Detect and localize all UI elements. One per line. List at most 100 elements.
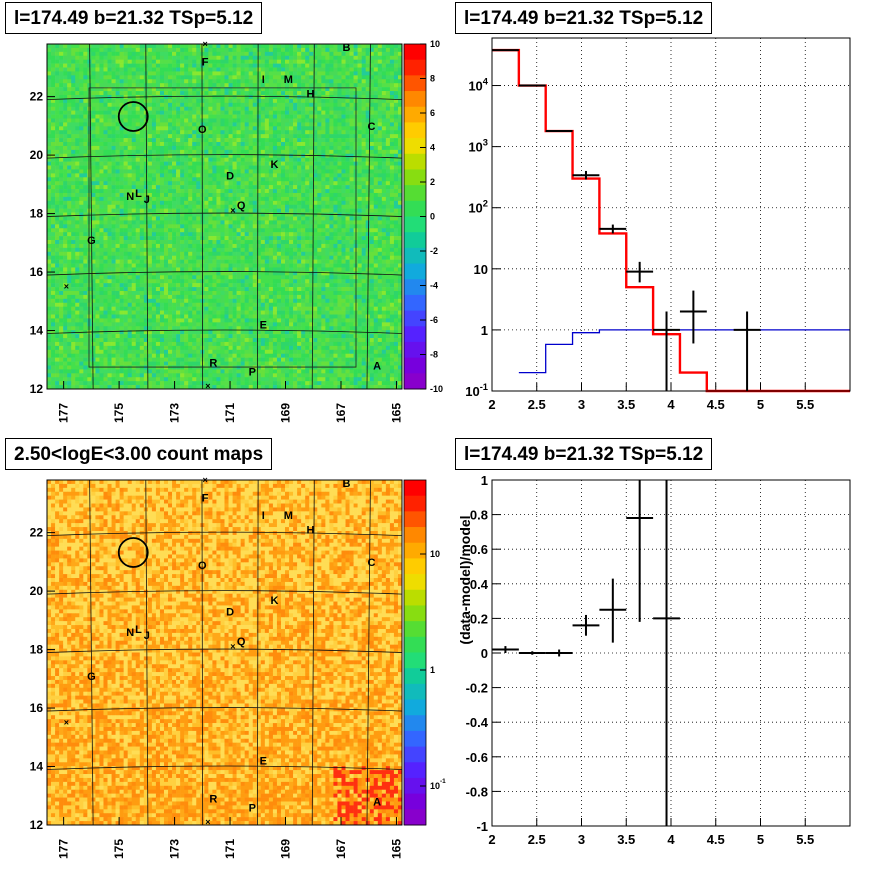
map-pixel [55, 255, 60, 260]
map-pixel [176, 232, 181, 237]
map-pixel [252, 232, 258, 237]
map-pixel [188, 63, 193, 68]
map-pixel [317, 134, 322, 139]
map-pixel [168, 145, 173, 151]
map-pixel [139, 181, 145, 186]
map-pixel [236, 47, 241, 53]
map-pixel [389, 212, 395, 217]
map-pixel [55, 157, 60, 162]
map-pixel [51, 181, 56, 186]
map-pixel [301, 173, 306, 178]
map-pixel [95, 177, 100, 182]
map-pixel [107, 102, 112, 108]
map-pixel [228, 63, 233, 68]
map-pixel [67, 149, 72, 155]
map-pixel [325, 63, 330, 68]
map-pixel [252, 59, 258, 64]
map-pixel [377, 63, 383, 68]
map-pixel [147, 259, 153, 264]
map-pixel [200, 51, 205, 57]
map-pixel [196, 189, 201, 194]
map-pixel [280, 102, 286, 108]
map-pixel [111, 243, 116, 249]
map-pixel [329, 224, 334, 229]
map-pixel [244, 196, 249, 202]
map-pixel [385, 67, 391, 72]
map-pixel [236, 259, 241, 264]
map-pixel [389, 204, 395, 209]
map-pixel [79, 83, 84, 88]
map-pixel [208, 122, 213, 127]
map-pixel [224, 263, 229, 268]
map-pixel [345, 232, 350, 237]
map-pixel [204, 153, 209, 158]
map-pixel [389, 169, 395, 174]
map-pixel [196, 130, 201, 135]
map-pixel [293, 51, 298, 57]
map-pixel [196, 263, 201, 268]
map-pixel [321, 98, 326, 104]
map-pixel [192, 263, 197, 268]
map-pixel [91, 177, 96, 182]
map-pixel [212, 102, 217, 108]
map-pixel [345, 196, 350, 202]
map-pixel [180, 263, 185, 268]
map-pixel [345, 114, 350, 119]
map-pixel [127, 228, 133, 233]
map-pixel [176, 189, 181, 194]
map-pixel [224, 138, 229, 143]
map-pixel [317, 122, 322, 127]
map-pixel [232, 102, 237, 108]
map-pixel [393, 87, 399, 92]
map-pixel [369, 240, 375, 245]
map-pixel [337, 122, 342, 127]
map-pixel [196, 114, 201, 119]
map-pixel [159, 145, 165, 151]
map-pixel [172, 83, 177, 88]
map-pixel [95, 189, 100, 194]
map-pixel [305, 251, 310, 256]
map-pixel [252, 259, 258, 264]
map-pixel [71, 138, 76, 143]
map-pixel [111, 106, 116, 111]
map-pixel [196, 71, 201, 76]
map-pixel [240, 157, 245, 162]
map-pixel [228, 145, 233, 151]
map-pixel [220, 157, 225, 162]
map-pixel [252, 122, 258, 127]
map-pixel [389, 110, 395, 115]
map-pixel [297, 243, 302, 249]
map-pixel [51, 259, 56, 264]
map-pixel [200, 44, 205, 49]
map-pixel [301, 247, 306, 253]
map-pixel [289, 130, 294, 135]
map-pixel [135, 185, 141, 190]
map-pixel [285, 142, 290, 147]
map-pixel [321, 75, 326, 80]
map-pixel [155, 153, 161, 158]
map-pixel [168, 255, 173, 260]
map-pixel [377, 87, 383, 92]
map-pixel [143, 149, 149, 155]
map-pixel [260, 192, 266, 198]
map-pixel [67, 216, 72, 221]
map-pixel [272, 118, 278, 123]
map-pixel [99, 59, 104, 64]
map-pixel [313, 251, 318, 256]
map-pixel [99, 142, 104, 147]
map-pixel [325, 236, 330, 241]
map-pixel [79, 212, 84, 217]
map-pixel [115, 208, 120, 213]
map-pixel [115, 106, 120, 111]
map-pixel [188, 87, 193, 92]
map-pixel [172, 247, 177, 253]
map-pixel [381, 200, 387, 206]
map-pixel [71, 142, 76, 147]
map-pixel [260, 79, 266, 84]
map-pixel [75, 212, 80, 217]
map-pixel [147, 145, 153, 151]
map-pixel [139, 98, 145, 104]
map-pixel [349, 122, 354, 127]
map-pixel [131, 59, 137, 64]
map-pixel [111, 114, 116, 119]
